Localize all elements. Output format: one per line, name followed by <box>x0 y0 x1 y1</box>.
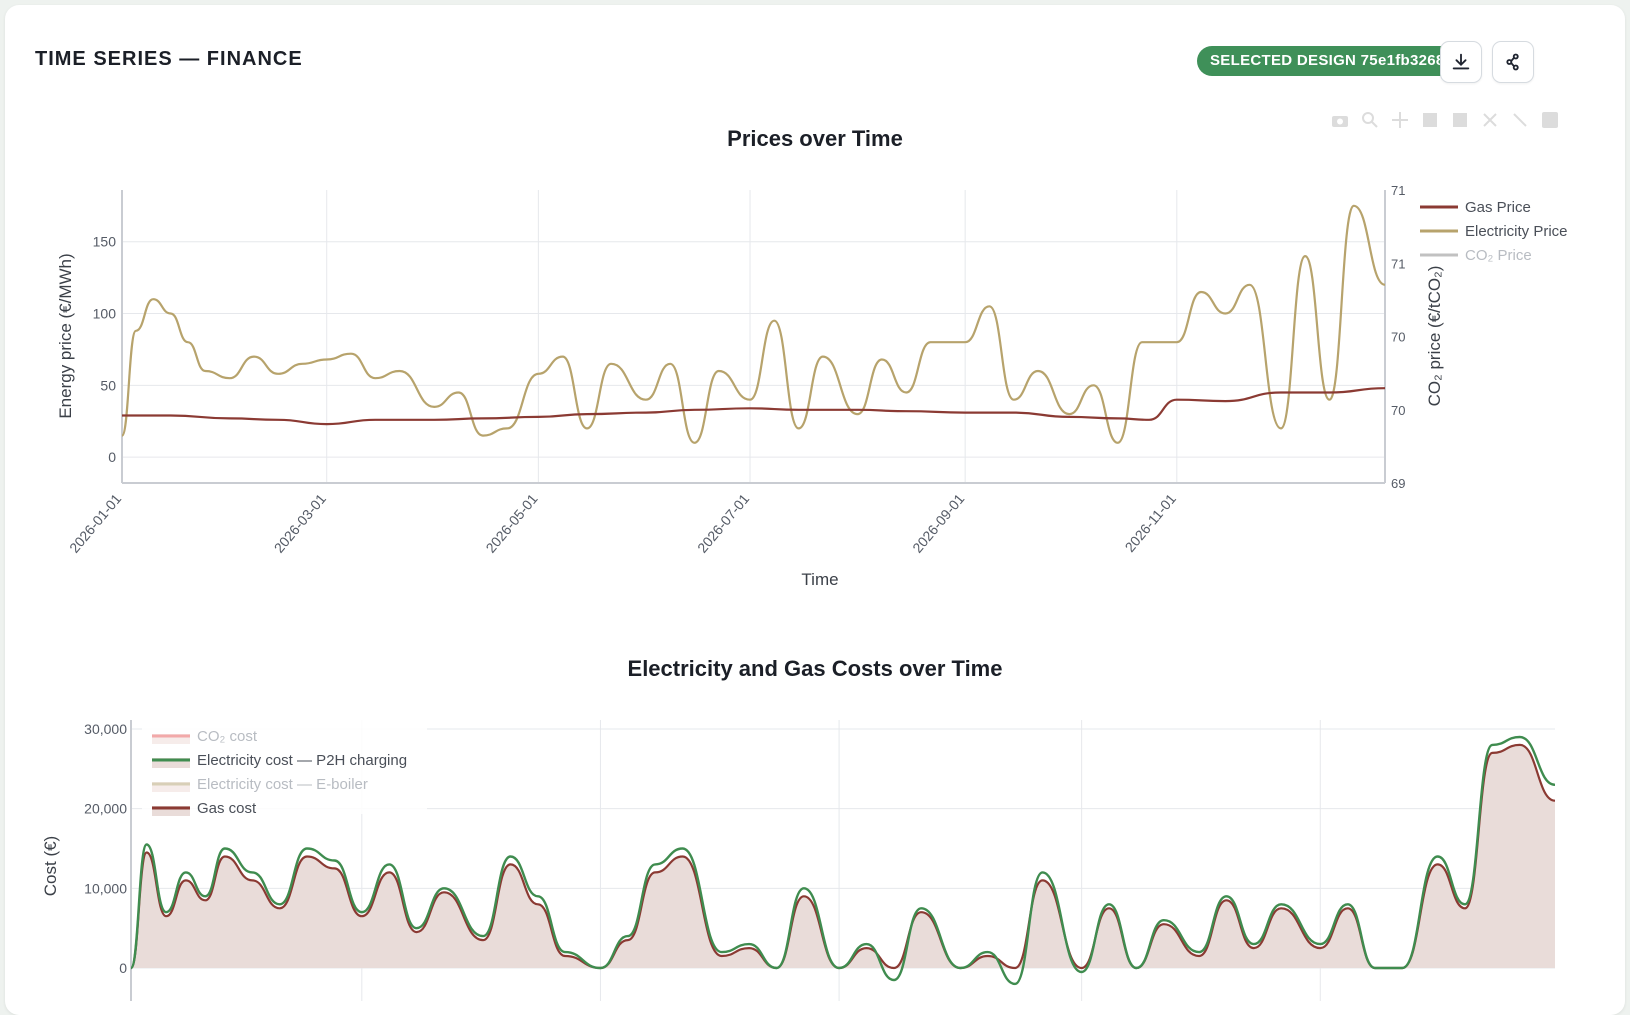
chart1-x-tick-label: 2026-09-01 <box>909 490 967 555</box>
chart2-y-tick-label: 10,000 <box>84 880 127 896</box>
chart2-title: Electricity and Gas Costs over Time <box>628 656 1003 681</box>
download-button[interactable] <box>1440 41 1482 83</box>
chart1-legend-item: CO₂ Price <box>1465 247 1532 264</box>
chart1-series-electricity-price <box>120 204 1386 444</box>
chart1-y2-tick-label: 70 <box>1391 330 1405 345</box>
chart2-legend-item: Gas cost <box>197 800 257 817</box>
autoscale-icon[interactable] <box>1480 110 1500 130</box>
chart1-x-tick-label: 2026-05-01 <box>482 490 540 555</box>
finance-panel: TIME SERIES — FINANCE SELECTED DESIGN 75… <box>5 5 1625 1015</box>
chart1-legend-item: Gas Price <box>1465 199 1531 216</box>
chart2-legend-fill <box>152 758 190 768</box>
panel-title: TIME SERIES — FINANCE <box>35 48 303 70</box>
download-icon <box>1452 53 1470 70</box>
chart2-y-tick-label: 30,000 <box>84 721 127 737</box>
chart2-legend-fill <box>152 734 190 744</box>
chart1-series-gas-price <box>122 387 1386 426</box>
chart1-title: Prices over Time <box>727 126 903 151</box>
chart1-x-tick-label: 2026-01-01 <box>66 490 124 555</box>
chart2-legend-item: Electricity cost — P2H charging <box>197 752 407 769</box>
chart2-y-tick-label: 20,000 <box>84 801 127 817</box>
chart2-y-tick-label: 0 <box>119 960 127 976</box>
chart2-legend-fill <box>152 782 190 792</box>
zoom-in-icon[interactable] <box>1420 110 1440 130</box>
chart2-series-electricity-cost-p2h <box>129 735 1556 986</box>
chart1-y2-tick-label: 70 <box>1391 403 1405 418</box>
chart2-y-label: Cost (€) <box>41 836 60 896</box>
chart1-y-tick-label: 150 <box>93 234 117 250</box>
chart1-y2-tick-label: 71 <box>1391 256 1405 271</box>
chart1-x-tick-label: 2026-03-01 <box>271 490 329 555</box>
chart1-y-tick-label: 100 <box>93 306 117 322</box>
chart2-legend-item: Electricity cost — E-boiler <box>197 776 368 793</box>
chart2-legend-item: CO₂ cost <box>197 728 258 745</box>
selected-design-badge: SELECTED DESIGN 75e1fb3268fe <box>1197 46 1472 76</box>
chart2-gas-area <box>131 744 1555 968</box>
chart1-x-label: Time <box>801 570 838 589</box>
chart1-y-label: Energy price (€/MWh) <box>56 253 75 418</box>
reset-icon[interactable] <box>1510 110 1530 130</box>
zoom-icon[interactable] <box>1360 110 1380 130</box>
chart-modebar <box>1330 110 1560 130</box>
chart1-y2-tick-label: 69 <box>1391 476 1405 491</box>
plotly-logo-icon[interactable] <box>1540 110 1560 130</box>
share-icon <box>1506 53 1519 71</box>
pan-icon[interactable] <box>1390 110 1410 130</box>
chart1-y2-label: CO₂ price (€/tCO₂) <box>1425 266 1444 407</box>
chart1-y-tick-label: 50 <box>100 377 116 393</box>
chart1-x-tick-label: 2026-11-01 <box>1121 490 1179 555</box>
chart1-legend-item: Electricity Price <box>1465 223 1568 240</box>
camera-icon[interactable] <box>1330 110 1350 130</box>
zoom-out-icon[interactable] <box>1450 110 1470 130</box>
share-button[interactable] <box>1492 41 1534 83</box>
chart1-x-tick-label: 2026-07-01 <box>694 490 752 555</box>
chart1-y2-tick-label: 71 <box>1391 183 1405 198</box>
chart2-legend-fill <box>152 806 190 816</box>
chart1-y-tick-label: 0 <box>108 449 116 465</box>
